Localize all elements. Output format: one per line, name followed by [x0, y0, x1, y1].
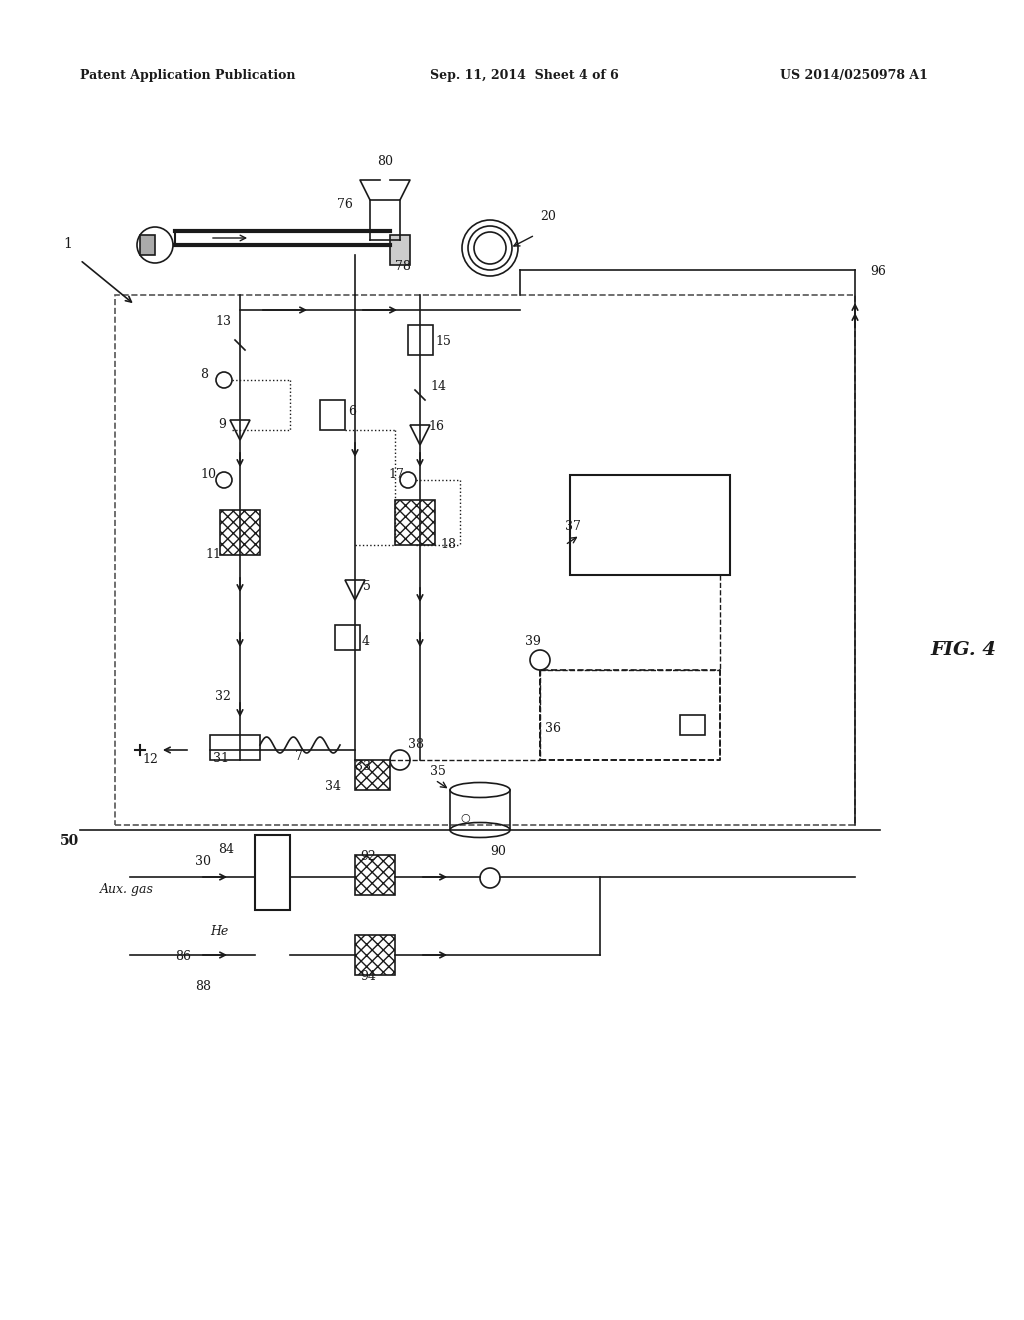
Bar — [570, 475, 730, 576]
Bar — [355, 760, 390, 789]
Text: 76: 76 — [337, 198, 353, 211]
Text: 90: 90 — [490, 845, 506, 858]
Bar — [408, 325, 433, 355]
Text: 12: 12 — [142, 752, 158, 766]
Text: 18: 18 — [440, 539, 456, 550]
Text: 30: 30 — [195, 855, 211, 869]
Text: ○: ○ — [460, 812, 470, 822]
Bar — [395, 500, 435, 545]
Text: US 2014/0250978 A1: US 2014/0250978 A1 — [780, 69, 928, 82]
Bar — [220, 510, 260, 554]
Text: 96: 96 — [870, 265, 886, 279]
Text: 1: 1 — [63, 238, 73, 251]
Text: FIG. 4: FIG. 4 — [930, 642, 996, 659]
Text: He: He — [210, 925, 228, 939]
Text: 14: 14 — [430, 380, 446, 393]
Text: 20: 20 — [540, 210, 556, 223]
Text: 5: 5 — [362, 579, 371, 593]
Text: 13: 13 — [215, 315, 231, 327]
Text: 4: 4 — [362, 635, 370, 648]
Text: Patent Application Publication: Patent Application Publication — [80, 69, 296, 82]
Text: 92: 92 — [360, 850, 376, 863]
Text: 78: 78 — [395, 260, 411, 273]
Bar — [335, 624, 360, 649]
Text: 7: 7 — [295, 750, 303, 763]
Text: 39: 39 — [525, 635, 541, 648]
Bar — [540, 671, 720, 760]
Text: 94: 94 — [360, 970, 376, 983]
Text: 8: 8 — [200, 368, 208, 381]
Text: 80: 80 — [377, 154, 393, 168]
Text: 6: 6 — [348, 405, 356, 418]
Text: 86: 86 — [175, 950, 191, 964]
Bar — [140, 235, 155, 255]
Bar — [390, 235, 410, 265]
Text: 33: 33 — [355, 760, 371, 774]
Text: 84: 84 — [218, 843, 234, 855]
Text: 37: 37 — [565, 520, 581, 533]
Bar — [115, 294, 855, 825]
Text: 11: 11 — [205, 548, 221, 561]
Bar — [680, 715, 705, 735]
Bar — [355, 935, 395, 975]
Bar — [319, 400, 345, 430]
Text: 15: 15 — [435, 335, 451, 348]
Text: 10: 10 — [200, 469, 216, 480]
Text: 16: 16 — [428, 420, 444, 433]
Text: 34: 34 — [325, 780, 341, 793]
Text: 32: 32 — [215, 690, 230, 704]
Bar — [210, 735, 260, 760]
Text: 88: 88 — [195, 979, 211, 993]
Text: Aux. gas: Aux. gas — [100, 883, 154, 896]
Text: Sep. 11, 2014  Sheet 4 of 6: Sep. 11, 2014 Sheet 4 of 6 — [430, 69, 618, 82]
Text: 50: 50 — [60, 834, 79, 847]
Bar — [355, 855, 395, 895]
Text: 31: 31 — [213, 752, 229, 766]
Bar — [255, 836, 290, 909]
Text: 38: 38 — [408, 738, 424, 751]
Text: 9: 9 — [218, 418, 226, 432]
Text: 36: 36 — [545, 722, 561, 735]
Text: 35: 35 — [430, 766, 445, 777]
Text: 17: 17 — [388, 469, 403, 480]
